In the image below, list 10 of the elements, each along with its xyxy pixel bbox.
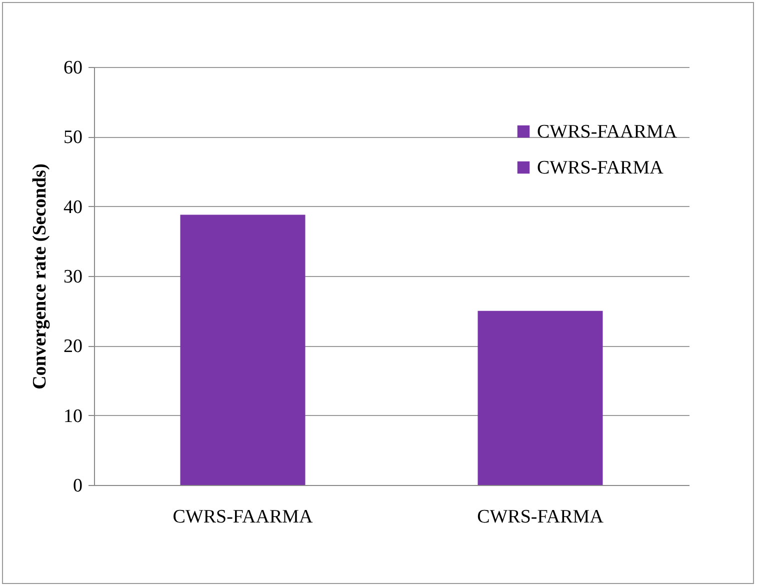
legend-label: CWRS-FARMA [537,158,664,178]
y-tick-label: 50 [64,127,82,148]
y-tick-label: 60 [64,58,82,78]
legend-label: CWRS-FAARMA [537,122,678,142]
y-tick-label: 30 [64,266,82,288]
y-axis-title: Convergence rate (Seconds) [30,164,50,390]
y-tick-label: 10 [64,406,82,427]
y-tick-label: 40 [64,196,82,218]
y-tick-label: 20 [64,336,82,358]
y-tick-label: 0 [73,476,82,496]
